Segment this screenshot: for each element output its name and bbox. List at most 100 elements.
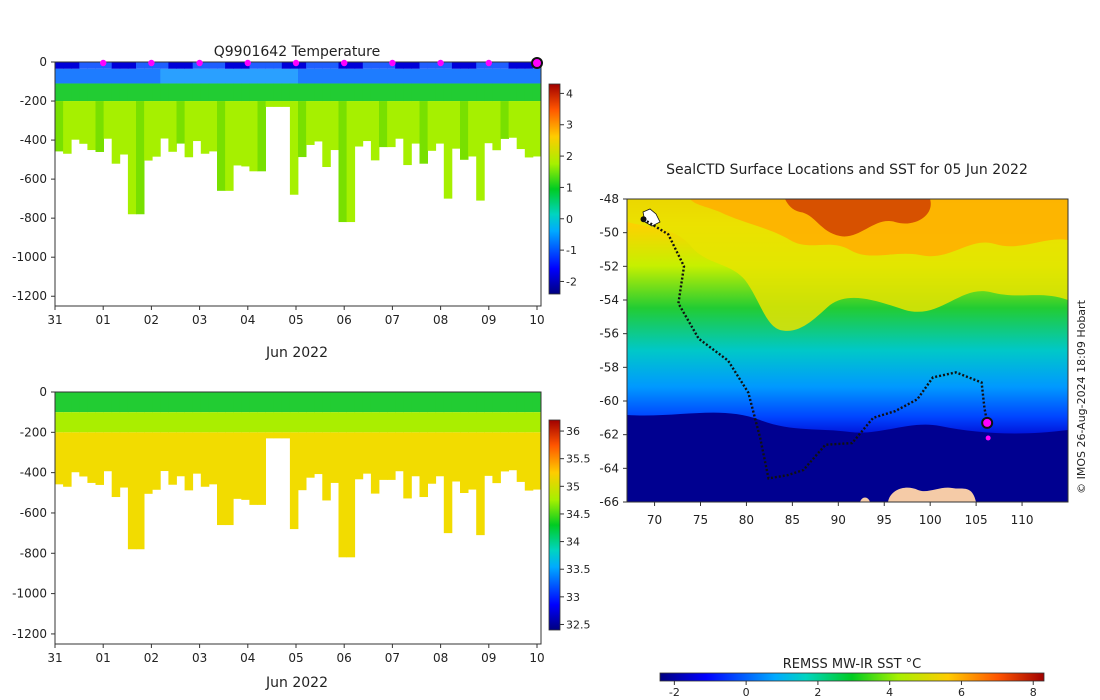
section-cell [451, 68, 461, 84]
section-cell [63, 432, 72, 487]
section-cell [387, 432, 396, 480]
section-cell [387, 392, 396, 413]
section-cell [451, 83, 461, 102]
lat-tick-label: -60 [599, 394, 619, 408]
section-cell [241, 412, 250, 433]
section-cell [87, 392, 96, 413]
section-cell [435, 68, 445, 84]
section-cell [524, 68, 534, 84]
section-cell [306, 83, 315, 102]
section-cell [265, 412, 275, 433]
section-cell [152, 68, 161, 84]
section-cell [532, 83, 542, 102]
section-cell [127, 68, 137, 84]
colorbar-tick-label: 4 [566, 87, 573, 100]
section-cell [200, 412, 210, 433]
section-cell [289, 101, 299, 195]
section-cell [524, 62, 534, 69]
section-cell [354, 432, 364, 480]
map-colorbar-tick-label: -2 [669, 686, 680, 699]
y-tick-label: -1200 [12, 627, 47, 641]
section-cell [524, 412, 534, 433]
section-cell [208, 432, 218, 485]
section-cell [208, 412, 218, 433]
section-cell [87, 68, 96, 84]
section-cell [298, 83, 307, 102]
section-cell [314, 62, 323, 69]
map-colorbar-tick-label: 0 [743, 686, 750, 699]
section-cell [443, 101, 453, 199]
section-cell [338, 392, 347, 413]
daily-surface-marker [341, 59, 348, 67]
section-cell [184, 412, 194, 433]
section-cell [79, 62, 88, 69]
y-tick-label: -800 [20, 211, 47, 225]
section-cell [119, 101, 129, 155]
section-cell [427, 432, 437, 484]
section-cell [532, 432, 542, 490]
section-cell [281, 101, 291, 107]
section-cell [127, 83, 137, 102]
section-cell [435, 432, 445, 477]
section-cell [168, 432, 177, 485]
y-tick-label: -600 [20, 172, 47, 186]
sst-map-panel: SealCTD Surface Locations and SST for 05… [599, 162, 1088, 699]
section-cell [354, 412, 364, 433]
section-cell [103, 412, 113, 433]
section-cell [176, 392, 185, 413]
section-cell [395, 68, 404, 84]
section-cell [79, 83, 88, 102]
section-cell [524, 83, 534, 102]
section-cell [55, 432, 64, 485]
section-cell [484, 101, 493, 144]
section-cell [322, 62, 331, 69]
section-cell [233, 412, 242, 433]
map-longitude-axis: 70 75 80 85 90 95 100 105 110 [647, 502, 1034, 527]
temperature-x-label: Jun 2022 [265, 345, 328, 361]
section-cell [298, 68, 307, 84]
section-cell [338, 432, 347, 558]
section-cell [200, 101, 210, 154]
section-cell [225, 392, 234, 413]
section-cell [273, 392, 283, 413]
section-cell [460, 83, 469, 102]
colorbar-tick-label: 2 [566, 150, 573, 163]
section-cell [508, 101, 518, 138]
section-cell [249, 432, 258, 505]
section-cell [127, 392, 137, 413]
temperature-x-axis: 31 01 02 03 04 05 06 07 08 09 10 [47, 306, 545, 327]
section-cell [119, 392, 129, 413]
section-cell [200, 83, 210, 102]
section-cell [484, 412, 493, 433]
section-cell [330, 83, 339, 102]
lon-tick-label: 70 [647, 513, 662, 527]
section-cell [79, 392, 88, 413]
section-cell [233, 68, 242, 84]
section-cell [468, 68, 477, 84]
section-cell [492, 432, 501, 484]
map-title: SealCTD Surface Locations and SST for 05… [666, 162, 1028, 178]
section-cell [362, 392, 372, 413]
section-cell [492, 392, 501, 413]
section-cell [314, 412, 323, 433]
section-cell [346, 412, 356, 433]
section-cell [265, 432, 275, 439]
temperature-section-panel: Q9901642 Temperature 0 -200 -400 -600 -800 -1… [12, 44, 577, 361]
section-cell [476, 101, 485, 201]
section-cell [225, 83, 234, 102]
section-cell [492, 101, 501, 151]
temperature-colorbar [548, 83, 561, 295]
section-cell [460, 432, 469, 494]
section-cell [532, 392, 542, 413]
colorbar-tick-label: 36 [566, 425, 580, 438]
x-tick-label: 05 [288, 651, 303, 665]
section-cell [136, 392, 145, 413]
section-cell [403, 62, 412, 69]
section-cell [516, 62, 526, 69]
section-cell [273, 101, 283, 107]
section-cell [492, 412, 501, 433]
section-cell [330, 412, 339, 433]
seal-track [642, 218, 989, 480]
section-cell [217, 432, 226, 526]
salinity-axes-frame [54, 391, 542, 645]
